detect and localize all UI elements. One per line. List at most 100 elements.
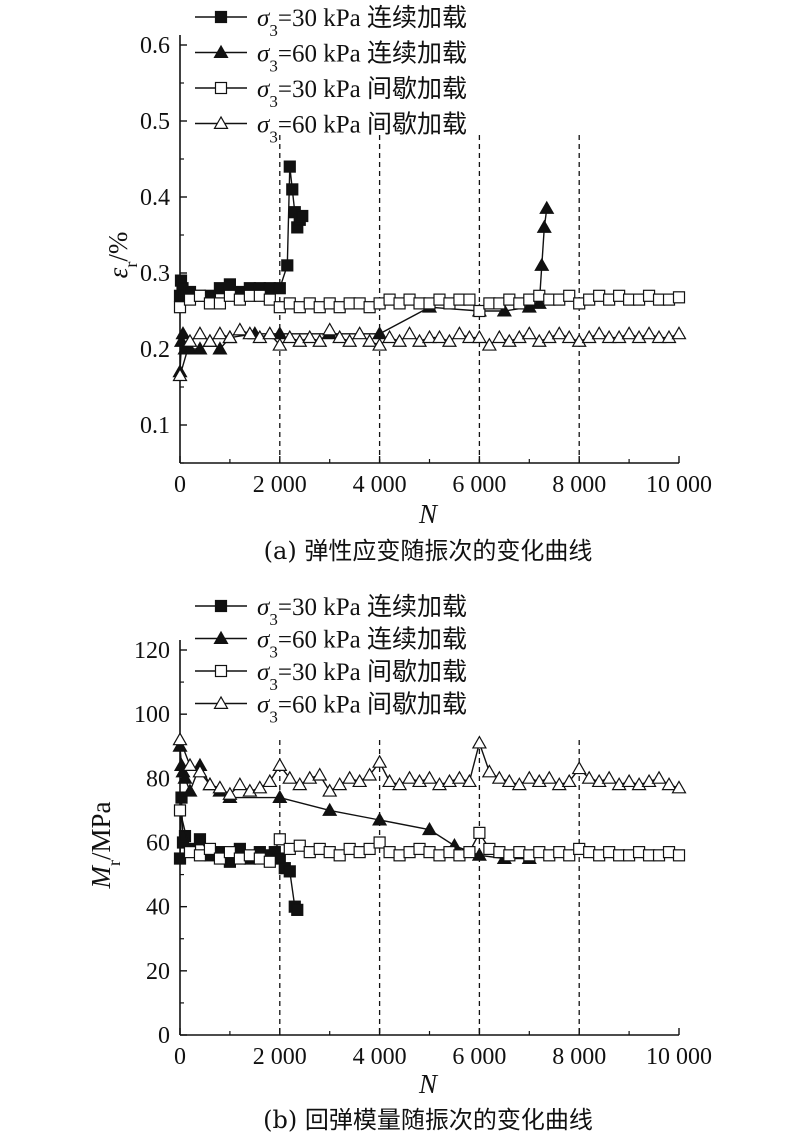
legend-label: σ3=30 kPa 连续加载 (257, 4, 467, 40)
data-point (363, 301, 376, 314)
data-point (175, 791, 188, 804)
data-point (413, 297, 426, 310)
data-point (313, 842, 326, 856)
data-point (252, 780, 268, 794)
y-tick-label: 100 (134, 702, 170, 728)
data-point (252, 329, 268, 344)
data-point (253, 852, 266, 865)
data-point (192, 341, 208, 355)
data-point (392, 777, 408, 791)
data-point (243, 849, 256, 862)
y-tick-label: 0.5 (140, 109, 170, 135)
data-point (541, 770, 557, 784)
data-point (263, 855, 276, 868)
data-point (593, 289, 606, 302)
data-point (282, 329, 298, 344)
data-point (353, 846, 366, 859)
data-point (353, 297, 366, 310)
data-point (461, 329, 477, 344)
data-point (631, 329, 647, 344)
data-point (632, 846, 646, 859)
data-point (292, 777, 308, 791)
data-point (501, 333, 517, 347)
data-point (203, 842, 217, 856)
data-point (372, 337, 388, 351)
data-point (296, 209, 309, 223)
data-point (322, 322, 338, 336)
data-point (273, 301, 286, 314)
data-point (402, 770, 418, 784)
data-point (431, 329, 448, 344)
data-point (332, 777, 348, 791)
data-point (283, 297, 296, 310)
data-point (513, 846, 526, 859)
y-tick-label: 0.1 (140, 413, 170, 439)
data-point (503, 293, 516, 306)
data-point (183, 293, 197, 306)
data-point (473, 826, 486, 839)
data-point (481, 764, 497, 778)
data-point (573, 297, 586, 310)
data-point (553, 846, 566, 859)
data-point (202, 777, 218, 791)
data-point (342, 333, 358, 347)
y-axis-label-b: Mr/MPa (86, 801, 124, 889)
data-point (642, 289, 656, 302)
data-point (541, 329, 557, 344)
data-point (533, 846, 546, 859)
data-point (352, 326, 368, 340)
data-point (662, 293, 676, 306)
data-point (312, 767, 328, 781)
data-point (373, 836, 386, 849)
data-point (183, 846, 197, 859)
data-point (403, 293, 416, 306)
data-point (192, 326, 208, 340)
y-tick-label: 0.4 (140, 185, 170, 211)
data-point (393, 297, 406, 310)
data-point (511, 329, 527, 344)
data-point (521, 299, 537, 313)
data-point (263, 293, 276, 306)
data-point (282, 770, 298, 784)
data-point (393, 849, 406, 862)
data-point (213, 852, 227, 865)
data-point (342, 770, 358, 784)
data-point (302, 329, 318, 344)
data-point (291, 903, 304, 916)
plot-area-b: 0 2 000 4 000 6 000 8 000 10 000 0 20 40 60 80 100 1… (134, 638, 712, 1070)
data-point (539, 200, 555, 214)
data-point (173, 852, 187, 865)
data-point (433, 849, 446, 862)
data-point (223, 846, 236, 859)
data-point (322, 783, 338, 797)
y-tick-label: 80 (146, 766, 170, 792)
data-point (263, 282, 276, 295)
data-point (272, 757, 288, 771)
data-point (661, 777, 677, 791)
x-axis-label-a: N (418, 499, 439, 529)
data-point (521, 770, 537, 784)
x-tick-label: 0 (174, 472, 186, 498)
legend-label: σ3=30 kPa 间歇加载 (257, 75, 467, 111)
data-point (471, 847, 487, 861)
data-point (471, 329, 487, 344)
data-point (453, 849, 466, 862)
x-tick-label: 4 000 (353, 1044, 407, 1070)
y-tick-label: 20 (146, 959, 170, 985)
data-point (372, 326, 388, 340)
data-point (203, 297, 217, 310)
data-point (177, 770, 193, 784)
legend-marker (213, 44, 229, 58)
data-point (193, 289, 207, 302)
data-point (281, 259, 294, 272)
data-point (523, 293, 536, 306)
plot-area-a: 0 2 000 4 000 6 000 8 000 10 000 0.1 0.2 0.3 0.4 0… (140, 33, 712, 498)
data-point (421, 329, 438, 344)
data-point (292, 333, 308, 347)
legend-label: σ3=60 kPa 间歇加载 (257, 691, 467, 727)
y-tick-label: 60 (146, 831, 170, 857)
data-point (571, 333, 587, 347)
data-point (223, 289, 236, 302)
